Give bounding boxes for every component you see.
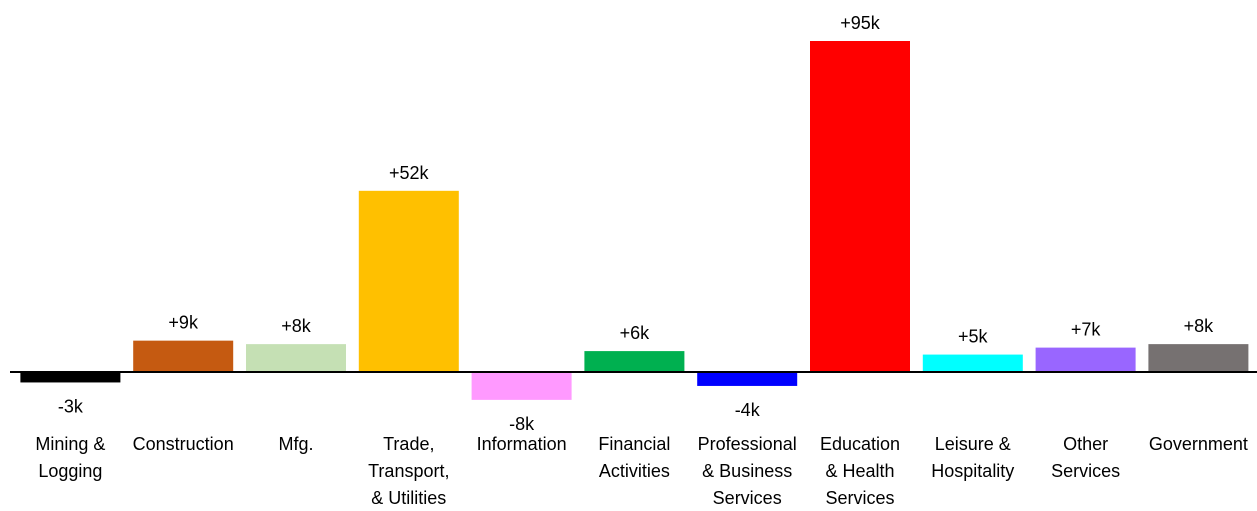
bar [1035, 347, 1136, 372]
bar [584, 351, 685, 372]
value-label: +8k [281, 316, 312, 336]
bar [358, 190, 459, 372]
value-label: -4k [735, 400, 761, 420]
value-label: -8k [509, 414, 535, 434]
x-tick-label: Education & Health Services [820, 434, 900, 508]
x-tick-label: Government [1149, 434, 1248, 454]
bar [20, 372, 121, 383]
bar [246, 344, 346, 372]
value-label: +95k [840, 13, 881, 33]
value-label: +8k [1184, 316, 1215, 336]
x-tick-label: Construction [133, 434, 234, 454]
x-tick-label: Mfg. [278, 434, 313, 454]
value-label: +6k [620, 323, 651, 343]
value-label: -3k [58, 396, 84, 416]
x-tick-label: Information [477, 434, 567, 454]
value-label: +5k [958, 327, 989, 347]
x-tick-label: Leisure & Hospitality [931, 434, 1014, 481]
bar [697, 372, 798, 386]
x-tick-label: Other Services [1051, 434, 1120, 481]
x-tick-label: Financial Activities [598, 434, 670, 481]
x-tick-label: Trade, Transport, & Utilities [368, 434, 449, 508]
x-tick-label: Professional & Business Services [698, 434, 797, 508]
bar [1148, 344, 1249, 372]
value-label: +7k [1071, 320, 1102, 340]
value-label: +52k [389, 163, 430, 183]
bar [133, 340, 234, 372]
bar [922, 354, 1023, 372]
bar [810, 41, 910, 372]
bar [471, 372, 572, 400]
x-tick-label: Mining & Logging [35, 434, 105, 481]
value-label: +9k [168, 313, 199, 333]
